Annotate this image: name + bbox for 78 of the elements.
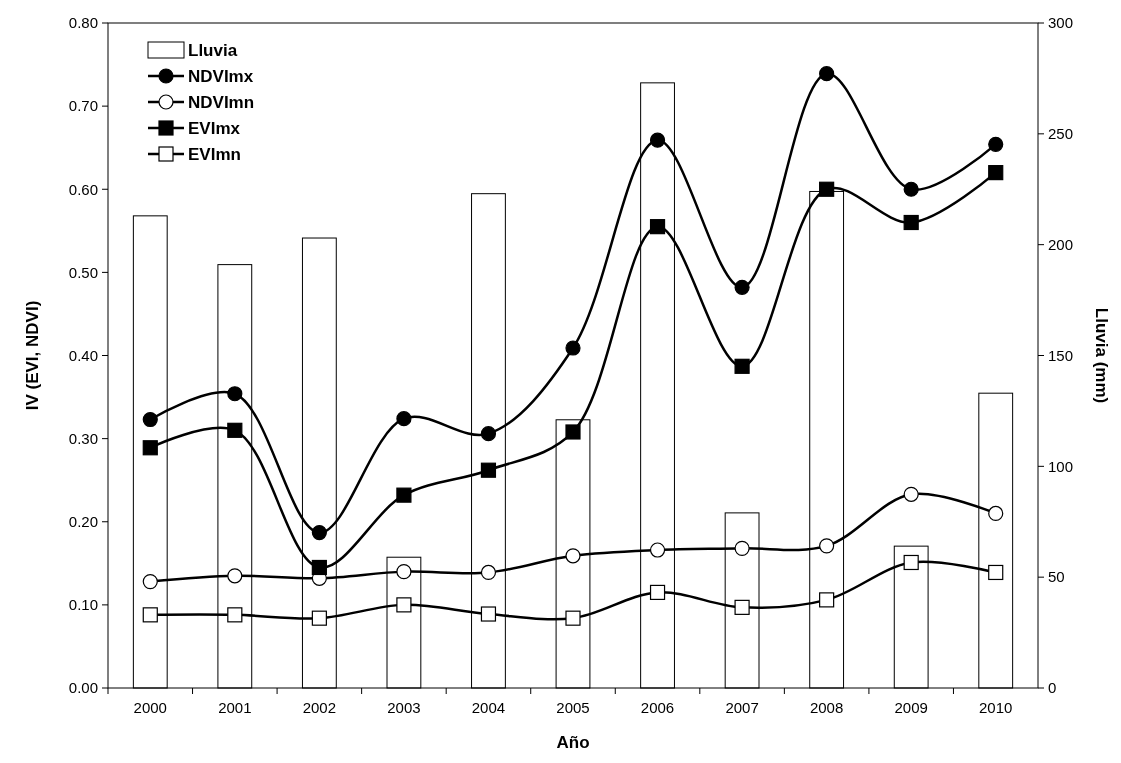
y-tick-label: 0.70	[68, 97, 98, 115]
y2-tick-label: 300	[1048, 14, 1074, 32]
point	[649, 542, 666, 558]
y2-tick-label: 200	[1048, 235, 1074, 253]
point	[903, 214, 919, 231]
y-tick-label: 0.40	[68, 346, 98, 364]
point	[480, 426, 497, 442]
point	[311, 610, 327, 626]
y-tick-label: 0.10	[68, 596, 98, 614]
point	[396, 597, 412, 613]
x-tick-label: 2003	[387, 699, 421, 716]
x-tick-label: 2007	[725, 699, 759, 716]
point	[819, 592, 835, 608]
point	[649, 584, 666, 601]
x-tick-label: 2010	[979, 699, 1013, 716]
point	[903, 181, 919, 197]
point	[649, 132, 666, 148]
point	[142, 574, 158, 590]
point	[396, 411, 412, 427]
point	[903, 486, 919, 502]
point	[988, 165, 1004, 181]
point	[988, 505, 1004, 522]
y2-tick-label: 250	[1048, 125, 1074, 143]
point	[480, 606, 497, 622]
point	[819, 66, 835, 82]
x-tick-label: 2000	[133, 699, 167, 716]
x-tick-label: 2005	[556, 699, 590, 716]
y-tick-label: 0.00	[68, 679, 98, 697]
legend-label: EVImx	[188, 118, 241, 138]
x-tick-label: 2006	[640, 699, 675, 716]
point	[734, 358, 750, 374]
point	[734, 599, 750, 615]
point	[565, 340, 581, 356]
legend-label: NDVImx	[188, 66, 254, 86]
y2-tick-label: 50	[1048, 568, 1065, 586]
x-tick-label: 2004	[471, 699, 506, 716]
y2-axis-title: Lluvia (mm)	[1092, 307, 1111, 404]
point	[480, 564, 497, 581]
point	[480, 462, 497, 478]
point	[311, 524, 327, 541]
point	[988, 136, 1004, 152]
y-tick-label: 0.50	[68, 263, 98, 281]
y-tick-label: 0.80	[68, 14, 98, 32]
point	[819, 181, 835, 197]
point	[903, 554, 919, 571]
point	[227, 422, 243, 438]
y-tick-label: 0.30	[68, 429, 98, 447]
x-tick-label: 2009	[894, 699, 928, 716]
point	[565, 610, 581, 626]
y-tick-label: 0.20	[68, 513, 98, 530]
point	[227, 568, 243, 584]
point	[227, 386, 243, 402]
point	[734, 279, 750, 295]
point	[396, 487, 412, 503]
y2-tick-label: 100	[1048, 457, 1074, 475]
point	[142, 607, 158, 623]
point	[565, 424, 581, 440]
x-axis-title: Año	[556, 733, 590, 752]
point	[734, 540, 750, 556]
point	[988, 564, 1004, 581]
legend-label: EVImn	[188, 144, 241, 164]
point	[142, 411, 158, 428]
legend-label: NDVImn	[188, 92, 255, 112]
y-tick-label: 0.60	[68, 180, 98, 198]
point	[311, 559, 327, 576]
y-axis-title: IV (EVI, NDVI)	[23, 300, 42, 411]
x-tick-label: 2002	[302, 699, 337, 716]
x-tick-label: 2008	[809, 699, 844, 716]
point	[396, 564, 412, 580]
legend-label: Lluvia	[188, 40, 238, 60]
y2-tick-label: 150	[1048, 346, 1074, 364]
point	[649, 219, 666, 235]
point	[565, 548, 581, 564]
point	[142, 440, 158, 456]
point	[819, 538, 835, 554]
x-tick-label: 2001	[218, 699, 252, 716]
y2-tick-label: 0	[1048, 679, 1057, 697]
point	[227, 607, 243, 623]
